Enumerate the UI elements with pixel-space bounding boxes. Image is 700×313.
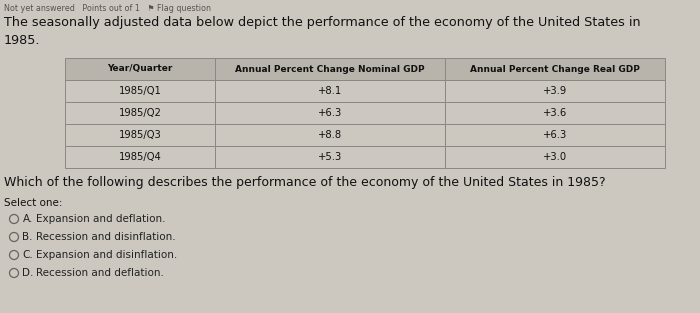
Text: Recession and disinflation.: Recession and disinflation. <box>36 232 176 242</box>
FancyBboxPatch shape <box>65 102 215 124</box>
Text: +8.1: +8.1 <box>318 86 342 96</box>
Text: +6.3: +6.3 <box>318 108 342 118</box>
FancyBboxPatch shape <box>215 102 445 124</box>
Text: Annual Percent Change Real GDP: Annual Percent Change Real GDP <box>470 64 640 74</box>
Text: +3.6: +3.6 <box>543 108 567 118</box>
FancyBboxPatch shape <box>65 80 215 102</box>
Text: 1985/Q3: 1985/Q3 <box>118 130 162 140</box>
Text: Which of the following describes the performance of the economy of the United St: Which of the following describes the per… <box>4 176 606 189</box>
Text: Select one:: Select one: <box>4 198 62 208</box>
FancyBboxPatch shape <box>445 102 665 124</box>
Text: Year/Quarter: Year/Quarter <box>107 64 173 74</box>
FancyBboxPatch shape <box>445 58 665 80</box>
FancyBboxPatch shape <box>215 80 445 102</box>
FancyBboxPatch shape <box>65 146 215 168</box>
Text: D.: D. <box>22 268 34 278</box>
Text: Not yet answered   Points out of 1   ⚑ Flag question: Not yet answered Points out of 1 ⚑ Flag … <box>4 4 211 13</box>
FancyBboxPatch shape <box>215 146 445 168</box>
Text: B.: B. <box>22 232 33 242</box>
Text: Annual Percent Change Nominal GDP: Annual Percent Change Nominal GDP <box>235 64 425 74</box>
Text: +6.3: +6.3 <box>543 130 567 140</box>
Text: 1985/Q1: 1985/Q1 <box>118 86 162 96</box>
Text: Expansion and deflation.: Expansion and deflation. <box>36 214 166 224</box>
Text: Recession and deflation.: Recession and deflation. <box>36 268 164 278</box>
Text: +8.8: +8.8 <box>318 130 342 140</box>
Text: The seasonally adjusted data below depict the performance of the economy of the : The seasonally adjusted data below depic… <box>4 16 641 29</box>
FancyBboxPatch shape <box>445 80 665 102</box>
FancyBboxPatch shape <box>215 124 445 146</box>
FancyBboxPatch shape <box>445 124 665 146</box>
Text: 1985.: 1985. <box>4 34 41 47</box>
FancyBboxPatch shape <box>445 146 665 168</box>
FancyBboxPatch shape <box>65 58 215 80</box>
Text: 1985/Q2: 1985/Q2 <box>118 108 162 118</box>
Text: C.: C. <box>22 250 34 260</box>
FancyBboxPatch shape <box>215 58 445 80</box>
Text: Expansion and disinflation.: Expansion and disinflation. <box>36 250 178 260</box>
Text: A.: A. <box>22 214 33 224</box>
Text: +5.3: +5.3 <box>318 152 342 162</box>
Text: 1985/Q4: 1985/Q4 <box>118 152 162 162</box>
Text: +3.9: +3.9 <box>543 86 567 96</box>
Text: +3.0: +3.0 <box>543 152 567 162</box>
FancyBboxPatch shape <box>65 124 215 146</box>
